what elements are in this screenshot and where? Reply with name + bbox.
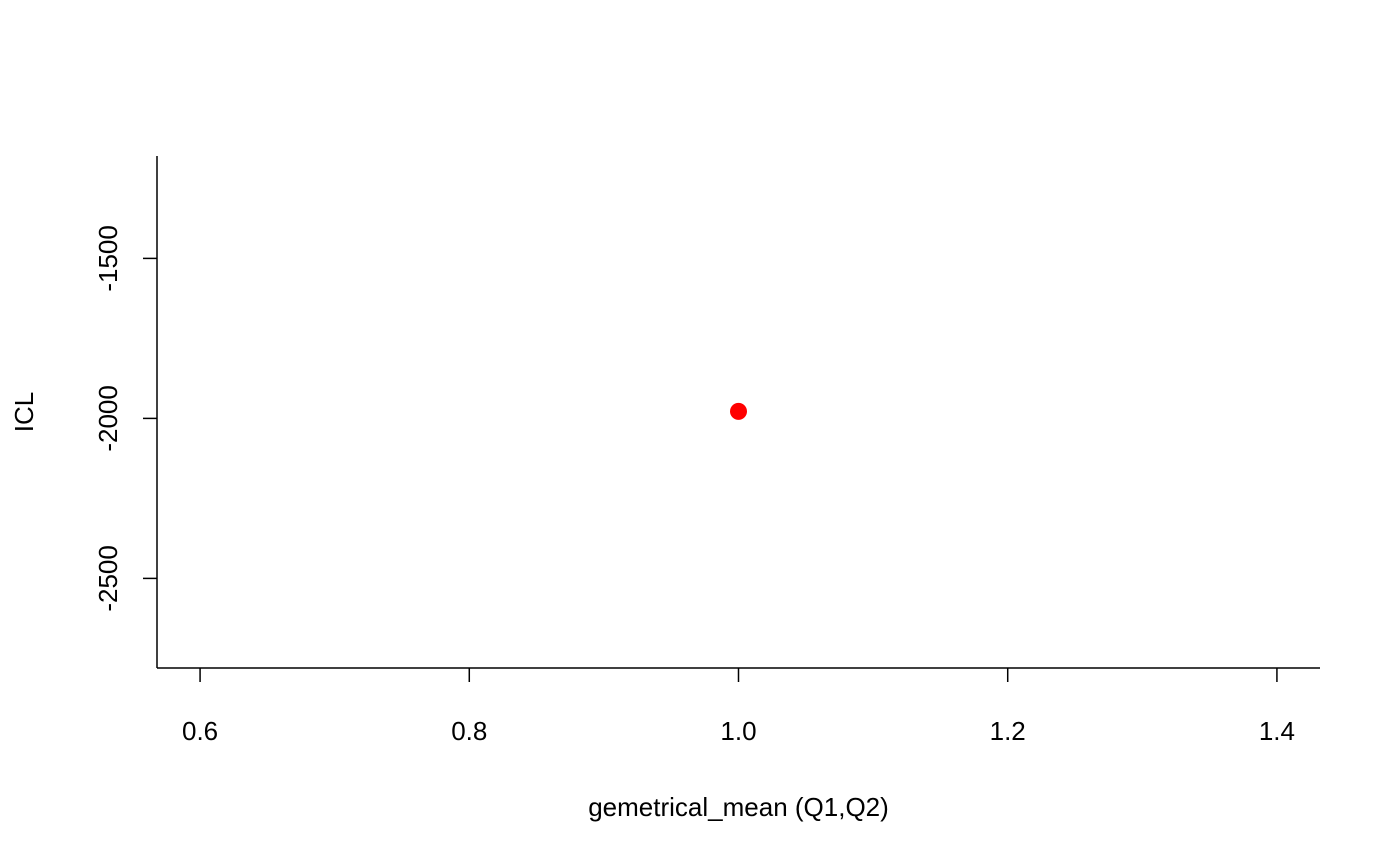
y-axis-title: ICL <box>9 392 39 432</box>
plot-area: 0.6 0.8 1.0 1.2 1.4 -1500 -2000 -2500 <box>93 156 1320 746</box>
data-point <box>730 402 747 420</box>
y-tick-label: -2000 <box>93 385 123 452</box>
x-tick-label: 0.6 <box>182 716 218 746</box>
x-axis-ticks: 0.6 0.8 1.0 1.2 1.4 <box>182 668 1295 746</box>
y-tick-label: -1500 <box>93 225 123 292</box>
x-tick-label: 1.2 <box>990 716 1026 746</box>
x-tick-label: 0.8 <box>451 716 487 746</box>
x-tick-label: 1.4 <box>1259 716 1295 746</box>
x-axis-title: gemetrical_mean (Q1,Q2) <box>588 792 889 822</box>
x-tick-label: 1.0 <box>720 716 756 746</box>
y-tick-label: -2500 <box>93 545 123 612</box>
y-axis-ticks: -1500 -2000 -2500 <box>93 225 157 612</box>
data-points <box>730 402 747 420</box>
